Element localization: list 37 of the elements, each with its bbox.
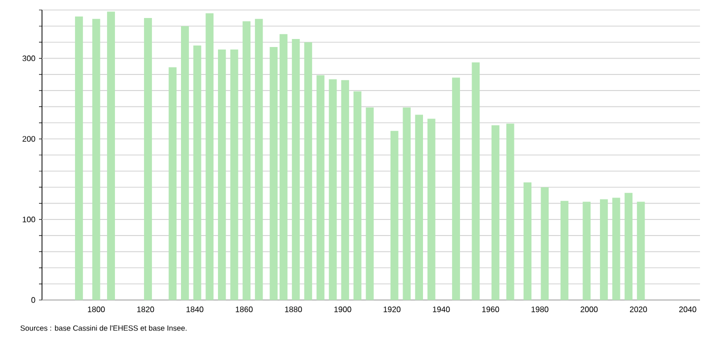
bar	[560, 200, 568, 300]
bar	[402, 107, 411, 300]
bar	[600, 199, 608, 300]
bar	[144, 18, 152, 300]
bar	[472, 62, 480, 300]
bar	[206, 13, 214, 300]
bar	[181, 26, 189, 300]
bar	[427, 118, 436, 300]
bar	[270, 47, 278, 300]
bar	[304, 42, 312, 300]
bar	[280, 34, 288, 300]
bar	[230, 49, 238, 300]
bar	[540, 187, 549, 300]
bar	[492, 125, 500, 300]
bar	[452, 78, 460, 300]
bar	[624, 192, 632, 300]
bar	[354, 91, 362, 300]
bar	[242, 21, 250, 300]
bar	[366, 107, 374, 300]
bar	[506, 124, 514, 300]
bar	[316, 75, 324, 300]
bar	[107, 12, 115, 300]
bar	[193, 45, 202, 300]
bar	[254, 18, 263, 300]
bar	[328, 79, 337, 300]
bar	[612, 198, 620, 300]
bar	[168, 67, 177, 300]
bar	[636, 202, 645, 300]
bar	[415, 114, 424, 300]
bar	[92, 18, 100, 300]
bar	[75, 16, 83, 300]
bar	[524, 182, 532, 300]
bar	[390, 130, 398, 300]
bar	[292, 39, 300, 300]
bar	[341, 80, 350, 300]
bar	[218, 49, 226, 300]
bar	[582, 202, 591, 300]
